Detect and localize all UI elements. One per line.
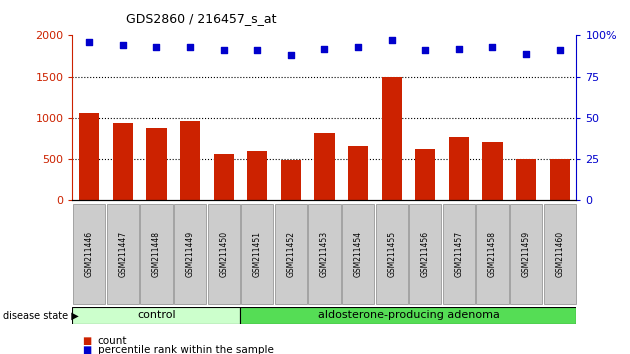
Text: GSM211459: GSM211459 (522, 231, 530, 277)
Text: GSM211460: GSM211460 (555, 231, 564, 277)
FancyBboxPatch shape (375, 204, 408, 304)
Text: GDS2860 / 216457_s_at: GDS2860 / 216457_s_at (126, 12, 277, 25)
FancyBboxPatch shape (241, 307, 576, 324)
Point (118, 42, 128, 48)
Point (185, 44, 195, 50)
Point (488, 44, 498, 50)
FancyBboxPatch shape (510, 204, 542, 304)
Bar (483, 142, 503, 200)
Point (286, 52, 296, 58)
FancyBboxPatch shape (73, 204, 105, 304)
Bar (382, 76, 402, 200)
Bar (79, 113, 100, 200)
Point (521, 51, 531, 56)
FancyBboxPatch shape (409, 204, 442, 304)
Text: ■: ■ (82, 336, 91, 346)
Text: count: count (98, 336, 127, 346)
FancyBboxPatch shape (275, 204, 307, 304)
Text: GSM211449: GSM211449 (186, 231, 195, 277)
Text: GSM211452: GSM211452 (287, 231, 295, 277)
Point (84, 39, 94, 45)
Bar (247, 151, 267, 200)
Text: GSM211457: GSM211457 (454, 231, 463, 277)
Text: aldosterone-producing adenoma: aldosterone-producing adenoma (318, 310, 500, 320)
Text: GSM211455: GSM211455 (387, 231, 396, 277)
FancyBboxPatch shape (443, 204, 475, 304)
Bar (549, 159, 570, 200)
Text: GSM211458: GSM211458 (488, 231, 497, 277)
Text: control: control (137, 310, 176, 320)
FancyBboxPatch shape (174, 204, 206, 304)
Bar (214, 154, 234, 200)
FancyBboxPatch shape (207, 204, 240, 304)
Bar (146, 129, 166, 200)
FancyBboxPatch shape (140, 204, 173, 304)
Text: GSM211453: GSM211453 (320, 231, 329, 277)
Text: GSM211451: GSM211451 (253, 231, 261, 277)
Bar (113, 122, 133, 200)
FancyBboxPatch shape (476, 204, 508, 304)
Point (252, 47, 262, 53)
Text: GSM211446: GSM211446 (85, 231, 94, 277)
Bar (314, 133, 335, 200)
Bar (348, 146, 368, 200)
Bar (449, 137, 469, 200)
Point (420, 47, 430, 53)
FancyBboxPatch shape (342, 204, 374, 304)
FancyBboxPatch shape (106, 204, 139, 304)
Text: GSM211447: GSM211447 (118, 231, 127, 277)
Point (554, 47, 564, 53)
Bar (281, 160, 301, 200)
FancyBboxPatch shape (544, 204, 576, 304)
Bar (180, 121, 200, 200)
Bar (516, 159, 536, 200)
Point (151, 44, 161, 50)
FancyBboxPatch shape (72, 307, 241, 324)
Text: GSM211450: GSM211450 (219, 231, 228, 277)
Text: GSM211454: GSM211454 (353, 231, 362, 277)
FancyBboxPatch shape (241, 204, 273, 304)
Point (319, 46, 329, 51)
FancyBboxPatch shape (308, 204, 341, 304)
Text: GSM211456: GSM211456 (421, 231, 430, 277)
Point (219, 47, 229, 53)
Point (353, 44, 363, 50)
Point (454, 46, 464, 51)
Text: GSM211448: GSM211448 (152, 231, 161, 277)
Text: disease state ▶: disease state ▶ (3, 310, 79, 320)
Text: ■: ■ (82, 346, 91, 354)
Text: percentile rank within the sample: percentile rank within the sample (98, 346, 273, 354)
Point (387, 38, 397, 43)
Bar (415, 149, 435, 200)
